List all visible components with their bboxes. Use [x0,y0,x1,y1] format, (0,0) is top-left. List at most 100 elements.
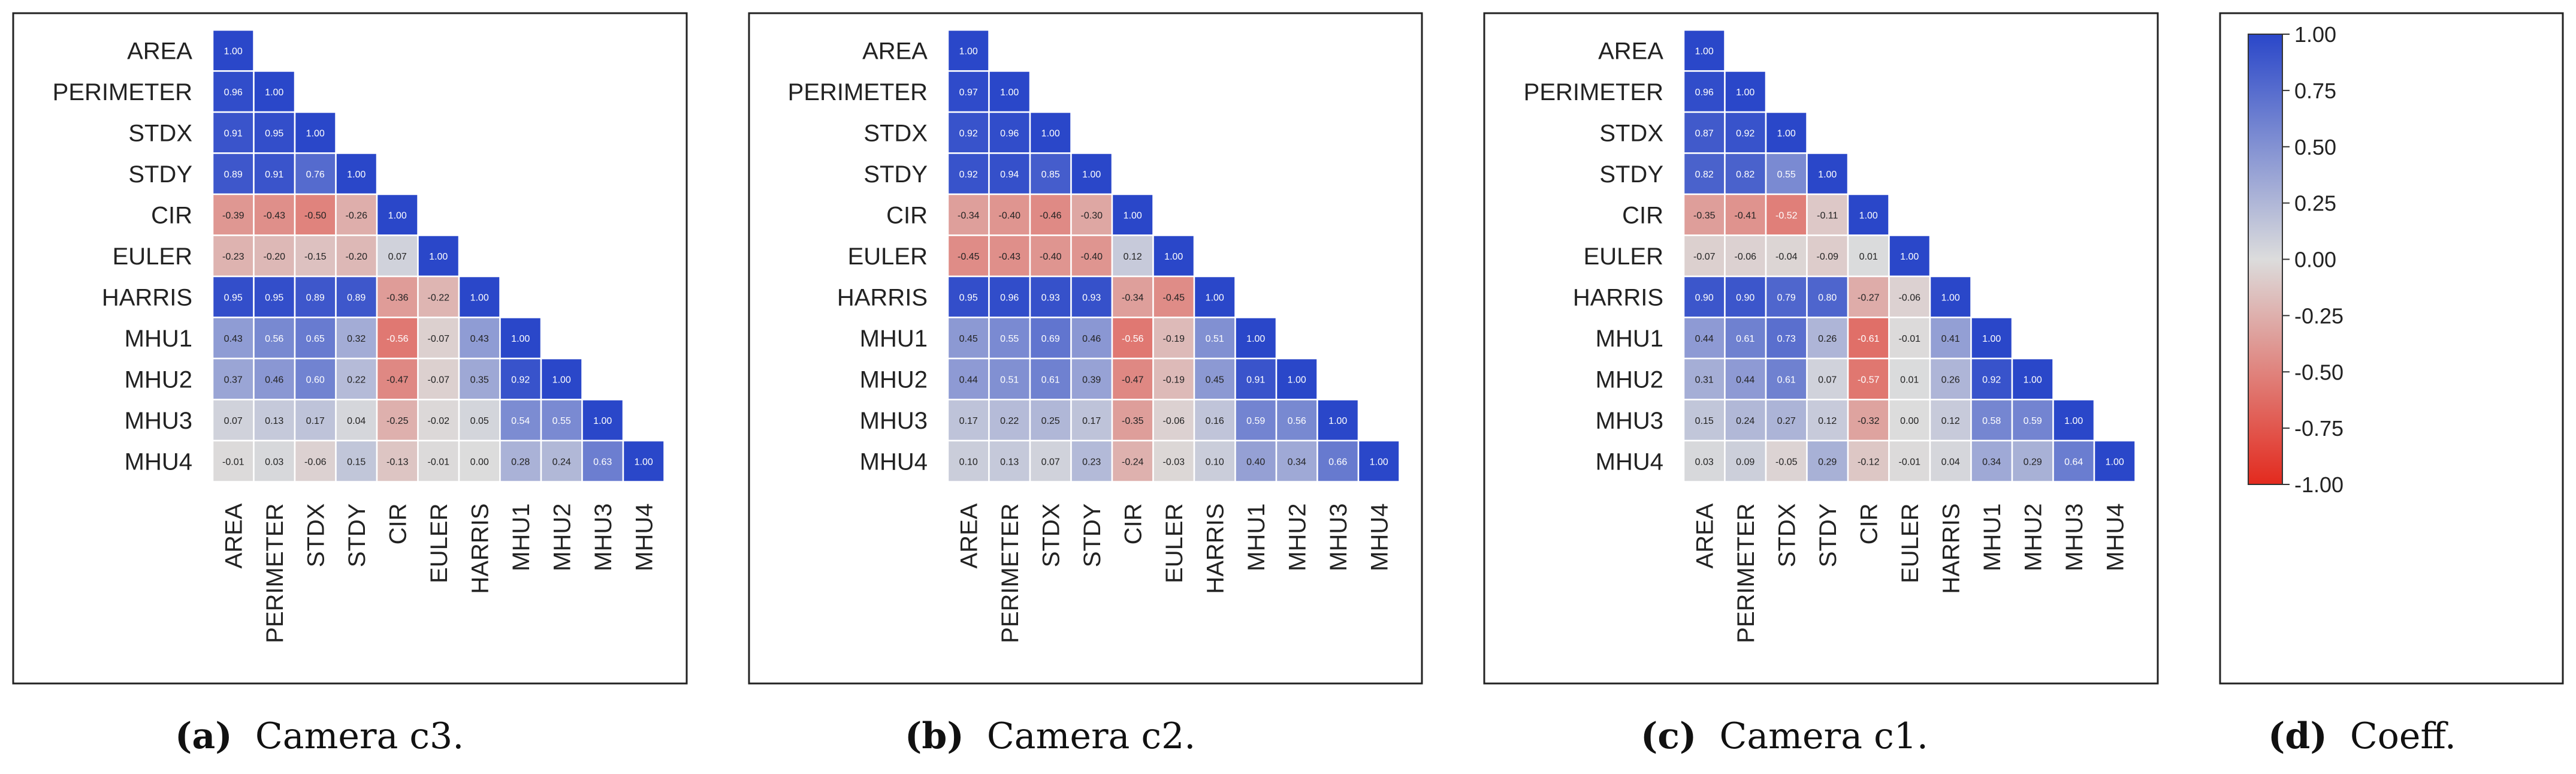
cell-value-label: -0.02 [428,416,450,426]
cell-value-label: 0.16 [1206,416,1224,426]
cell-value-label: 1.00 [511,334,530,344]
heatmap-cell [1847,193,1890,236]
cell-value-label: 0.54 [511,416,530,426]
heatmap-cell [1929,399,1972,442]
cell-value-label: -0.07 [428,375,450,385]
cell-value-label: 1.00 [1288,375,1306,385]
heatmap-cell [1724,193,1767,236]
cell-value-label: 0.17 [1082,416,1101,426]
heatmap-cell [1070,193,1113,236]
x-tick-label: EULER [1161,504,1188,583]
cell-value-label: -0.43 [999,252,1021,262]
cell-value-label: 0.56 [265,334,283,344]
cell-value-label: -0.20 [264,252,286,262]
cell-value-label: 0.37 [224,375,243,385]
caption-letter: (b) [905,715,964,757]
cell-value-label: 0.28 [511,457,530,467]
y-tick-label: CIR [1622,202,1663,228]
cell-value-label: 0.32 [347,334,366,344]
heatmap-cell [1111,399,1154,442]
heatmap-cell [1234,399,1278,442]
cell-value-label: 0.45 [959,334,978,344]
heatmap-cell [1234,317,1278,360]
cell-value-label: 0.80 [1818,293,1837,303]
colorbar-tick-label: 0.75 [2294,79,2336,103]
heatmap-cell [212,111,255,154]
cell-value-label: 1.00 [1082,170,1101,180]
x-tick-label: STDX [303,504,329,568]
heatmap-cell [1724,234,1767,278]
y-tick-label: MHU4 [1596,448,1663,475]
heatmap-cell [988,399,1031,442]
cell-value-label: 1.00 [1818,170,1837,180]
x-tick-label: AREA [1692,503,1718,568]
cell-value-label: 0.03 [265,457,283,467]
cell-value-label: 0.25 [1041,416,1060,426]
cell-value-label: 1.00 [2064,416,2083,426]
cell-value-label: -0.05 [1775,457,1798,467]
x-tick-label: MHU1 [1979,504,2006,571]
cell-value-label: 0.91 [265,170,283,180]
cell-value-label: -0.03 [1163,457,1185,467]
x-tick-label: MHU1 [1243,504,1270,571]
cell-value-label: 0.24 [552,457,571,467]
x-tick-label: HARRIS [1938,504,1964,594]
cell-value-label: -0.40 [999,210,1021,221]
cell-value-label: 1.00 [2024,375,2042,385]
heatmap-cell [1029,111,1072,154]
cell-value-label: 1.00 [388,210,407,221]
cell-value-label: 0.05 [470,416,489,426]
cell-value-label: 0.27 [1777,416,1796,426]
y-tick-label: MHU1 [125,326,192,352]
cell-value-label: 0.95 [265,293,283,303]
cell-value-label: 0.12 [1818,416,1837,426]
heatmap-cell [253,317,296,360]
cell-value-label: 1.00 [593,416,612,426]
colorbar-panel: 1.00 0.75 0.50 0.25 0.00 -0.25 -0.50 -0.75 -1.00… [2219,12,2564,757]
cell-value-label: 0.17 [959,416,978,426]
heatmap-cell [2011,399,2054,442]
heatmap-cell [1929,439,1972,483]
x-tick-label: MHU3 [2061,504,2088,571]
x-tick-label: CIR [1120,504,1146,545]
heatmap-cell [1806,152,1849,195]
heatmap-cell [1070,275,1113,318]
cell-value-label: 0.93 [1082,293,1101,303]
cell-value-label: 0.92 [1982,375,2001,385]
heatmap-cell [1357,439,1400,483]
x-tick-label: PERIMETER [262,504,288,643]
y-tick-label: MHU2 [125,366,192,393]
y-tick-label: MHU3 [125,408,192,434]
cell-value-label: -0.41 [1735,210,1757,221]
cell-value-label: -0.09 [1817,252,1839,262]
y-tick-label: MHU2 [860,366,928,393]
heatmap-cell [1847,357,1890,400]
cell-value-label: 0.17 [306,416,325,426]
heatmap-cell [1029,152,1072,195]
cell-value-label: 0.92 [511,375,530,385]
cell-value-label: 0.96 [1000,293,1019,303]
cell-value-label: -0.45 [958,252,980,262]
cell-value-label: 0.00 [1900,416,1919,426]
heatmap-cell [1029,234,1072,278]
heatmap-cell [1806,193,1849,236]
heatmap-cell [581,439,624,483]
panel-frame [748,12,1423,685]
heatmap-cell [2052,439,2095,483]
heatmap-cell [1070,234,1113,278]
cell-value-label: -0.61 [1858,334,1880,344]
heatmap-cell [1683,29,1726,72]
cell-value-label: 1.00 [429,252,448,262]
heatmap-cell [1765,111,1808,154]
y-tick-label: MHU4 [125,448,192,475]
cell-value-label: 0.41 [1941,334,1960,344]
panel-caption: (a) Camera c3. [175,715,464,757]
heatmap-cell [540,439,583,483]
cell-value-label: 0.07 [388,252,407,262]
cell-value-label: -0.40 [1081,252,1103,262]
cell-value-label: 0.66 [1328,457,1347,467]
x-tick-label: EULER [1897,504,1923,583]
heatmap-cell [376,193,419,236]
heatmap-cell [294,317,337,360]
cell-value-label: -0.12 [1858,457,1880,467]
